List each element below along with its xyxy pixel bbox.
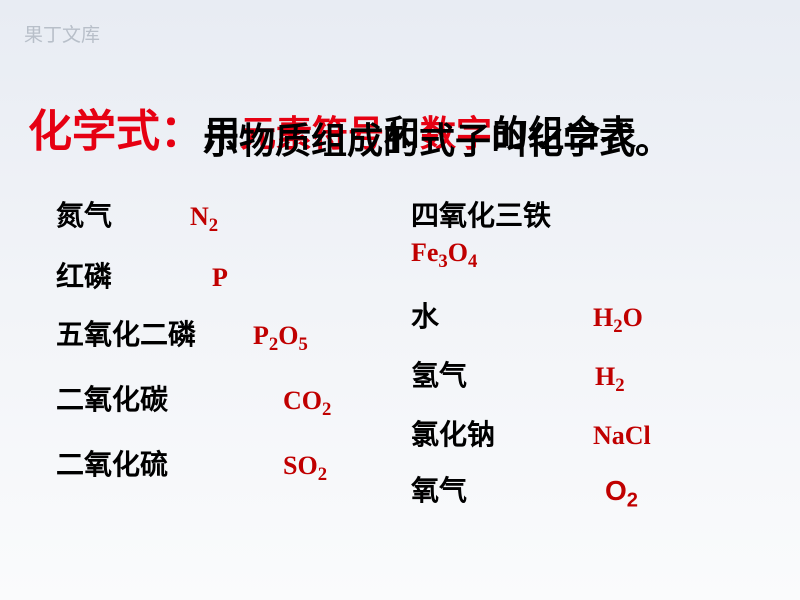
substance-name: 氮气 [56, 194, 138, 234]
chemical-formula: H2 [595, 362, 625, 397]
chemical-formula: H2O [593, 303, 643, 338]
substance-name: 氧气 [411, 469, 473, 509]
formula-row: 二氧化碳 CO2 [56, 378, 411, 421]
chemical-formula: SO2 [283, 451, 327, 486]
formula-row: 氧气 O2 [411, 469, 772, 513]
chemical-formula: CO2 [283, 386, 331, 421]
watermark: 果丁文库 [24, 20, 100, 47]
chemical-formula: Fe3O4 [411, 238, 772, 273]
substance-name: 水 [411, 295, 473, 335]
formula-row: 氢气 H2 [411, 354, 772, 397]
right-column: 四氧化三铁 Fe3O4 水 H2O 氢气 H2 氯化钠 NaCl 氧气 O2 [411, 194, 772, 529]
title-label: 化学式： [28, 95, 204, 159]
substance-name: 红磷 [56, 255, 138, 295]
formula-row: 五氧化二磷 P2O5 [56, 313, 411, 356]
chemical-formula: P [212, 263, 228, 293]
chemical-formula: P2O5 [253, 321, 308, 356]
formula-columns: 氮气 N2 红磷 P五氧化二磷 P2O5 二氧化碳 CO2 二氧化硫 SO2 四氧化三铁 Fe3O… [28, 194, 772, 529]
chemical-formula: NaCl [593, 421, 651, 451]
substance-name: 四氧化三铁 [411, 194, 772, 234]
substance-name: 五氧化二磷 [56, 313, 211, 353]
formula-row: 二氧化硫 SO2 [56, 443, 411, 486]
formula-row: 水 H2O [411, 295, 772, 338]
substance-name: 氢气 [411, 354, 473, 394]
slide-content: 化学式： 用元素符号和数字的组合表 示物质组成的式子叫化学式。 氮气N2红磷P五… [0, 0, 800, 529]
formula-row: 氮气 N2 [56, 194, 411, 237]
chemical-formula: N2 [190, 202, 218, 237]
formula-row: 氯化钠 NaCl [411, 413, 772, 453]
definition-line-2: 示物质组成的式子叫化学式。 [203, 120, 671, 161]
definition-line-2-wrap: 示物质组成的式子叫化学式。 [203, 117, 772, 166]
substance-name: 二氧化硫 [56, 443, 211, 483]
substance-name: 二氧化碳 [56, 378, 211, 418]
left-column: 氮气 N2 红磷 P五氧化二磷 P2O5 二氧化碳 CO2 二氧化硫 SO2 [56, 194, 411, 529]
chemical-formula: O2 [605, 475, 638, 513]
substance-name: 氯化钠 [411, 413, 501, 453]
fe3o4-block: 四氧化三铁 Fe3O4 [411, 194, 772, 273]
formula-row: 红磷 P [56, 255, 411, 295]
